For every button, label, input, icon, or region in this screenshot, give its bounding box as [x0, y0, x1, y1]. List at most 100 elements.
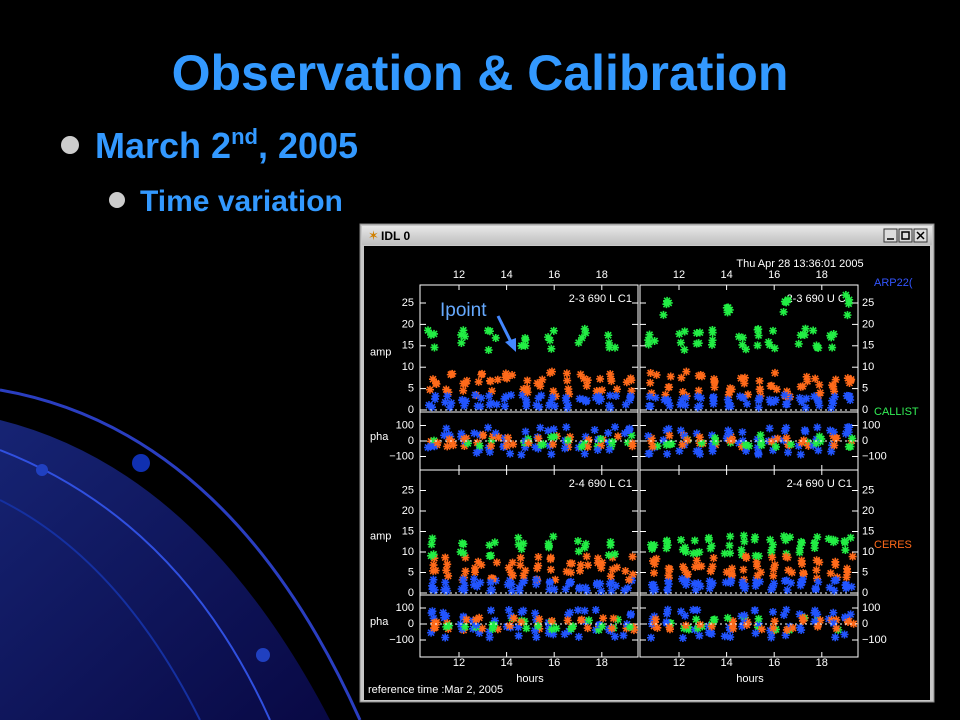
scatter-decoration [727, 385, 736, 394]
scatter-decoration [516, 553, 525, 562]
scatter-decoration [804, 441, 813, 450]
scatter-decoration [504, 563, 513, 572]
scatter-decoration [490, 616, 499, 625]
scatter-decoration [619, 631, 628, 640]
scatter-decoration [471, 391, 480, 400]
scatter-decoration [561, 393, 570, 402]
scatter-decoration [547, 625, 556, 634]
timestamp: Thu Apr 28 13:36:01 2005 [736, 258, 863, 270]
scatter-decoration [810, 617, 819, 626]
annotation: Ipoint [440, 300, 487, 321]
scatter-decoration [676, 426, 685, 435]
y-tick-label: 5 [408, 383, 414, 395]
annotation-arrow [496, 315, 514, 345]
scatter-decoration [765, 395, 774, 404]
scatter-decoration [785, 533, 794, 542]
scatter-decoration [534, 561, 543, 570]
scatter-decoration [487, 441, 496, 450]
scatter-decoration [598, 558, 607, 567]
scatter-decoration [476, 578, 485, 587]
scatter-decoration [843, 311, 852, 320]
scatter-decoration [675, 329, 684, 338]
scatter-decoration [487, 585, 496, 594]
scatter-decoration [843, 423, 852, 432]
scatter-decoration [489, 620, 498, 629]
scatter-decoration [521, 335, 530, 344]
x-tick-label: 16 [768, 657, 780, 669]
scatter-decoration [651, 393, 660, 402]
panel-frame [419, 469, 639, 658]
scatter-decoration [560, 630, 569, 639]
scatter-decoration [738, 436, 747, 445]
scatter-decoration [622, 378, 631, 387]
scatter-decoration [580, 324, 589, 333]
scatter-decoration [519, 539, 528, 548]
scatter-decoration [728, 436, 737, 445]
scatter-decoration [563, 403, 572, 412]
scatter-decoration [502, 622, 511, 631]
scatter-decoration [681, 611, 690, 620]
scatter-decoration [523, 376, 532, 385]
scatter-decoration [485, 448, 494, 456]
scatter-decoration [689, 549, 698, 558]
scatter-decoration [678, 634, 687, 643]
scatter-decoration [769, 579, 778, 588]
scatter-decoration [427, 608, 436, 617]
scatter-decoration [485, 541, 494, 550]
scatter-decoration [610, 550, 619, 559]
scatter-decoration [738, 333, 747, 342]
scatter-decoration [784, 393, 793, 402]
scatter-decoration [546, 565, 555, 574]
scatter-decoration [462, 615, 471, 624]
y-tick-label: 100 [862, 602, 880, 614]
scatter-decoration [550, 585, 559, 594]
scatter-decoration [444, 571, 453, 580]
scatter-decoration [563, 616, 572, 625]
scatter-decoration [769, 565, 778, 574]
scatter-decoration [797, 537, 806, 546]
scatter-decoration [799, 568, 808, 577]
scatter-decoration [584, 435, 593, 444]
scatter-decoration [579, 374, 588, 383]
scatter-decoration [756, 431, 765, 440]
scatter-decoration [815, 401, 824, 410]
scatter-decoration [756, 568, 765, 577]
scatter-decoration [576, 560, 585, 569]
y-tick-label: 10 [862, 546, 874, 558]
scatter-decoration [680, 624, 689, 633]
scatter-decoration [737, 612, 746, 621]
scatter-decoration [809, 326, 818, 335]
maximize-button[interactable] [898, 228, 913, 243]
scatter-decoration [848, 434, 857, 443]
scatter-decoration [801, 427, 810, 436]
scatter-decoration [753, 571, 762, 580]
scatter-decoration [607, 624, 616, 633]
y-tick-label: 100 [396, 602, 414, 614]
minimize-button[interactable] [883, 228, 898, 243]
scatter-decoration [608, 565, 617, 574]
y-tick-label: −100 [389, 450, 414, 462]
scatter-decoration [521, 566, 530, 575]
scatter-decoration [709, 399, 718, 408]
scatter-decoration [695, 562, 704, 571]
scatter-decoration [847, 582, 856, 591]
scatter-decoration [754, 403, 763, 412]
scatter-decoration [544, 624, 553, 633]
y-tick-label: 10 [862, 361, 874, 373]
scatter-decoration [726, 402, 735, 411]
scatter-decoration [504, 606, 513, 615]
scatter-decoration [605, 579, 614, 588]
scatter-decoration [441, 578, 450, 587]
scatter-decoration [681, 401, 690, 410]
scatter-decoration [813, 395, 822, 404]
scatter-decoration [766, 535, 775, 544]
scatter-decoration [810, 544, 819, 553]
scatter-decoration [826, 426, 835, 435]
scatter-decoration [551, 575, 560, 584]
scatter-decoration [458, 396, 467, 405]
scatter-decoration [516, 561, 525, 570]
scatter-decoration [738, 428, 747, 437]
scatter-decoration [491, 429, 500, 438]
scatter-decoration [810, 539, 819, 548]
y-axis-label: pha [370, 431, 389, 443]
